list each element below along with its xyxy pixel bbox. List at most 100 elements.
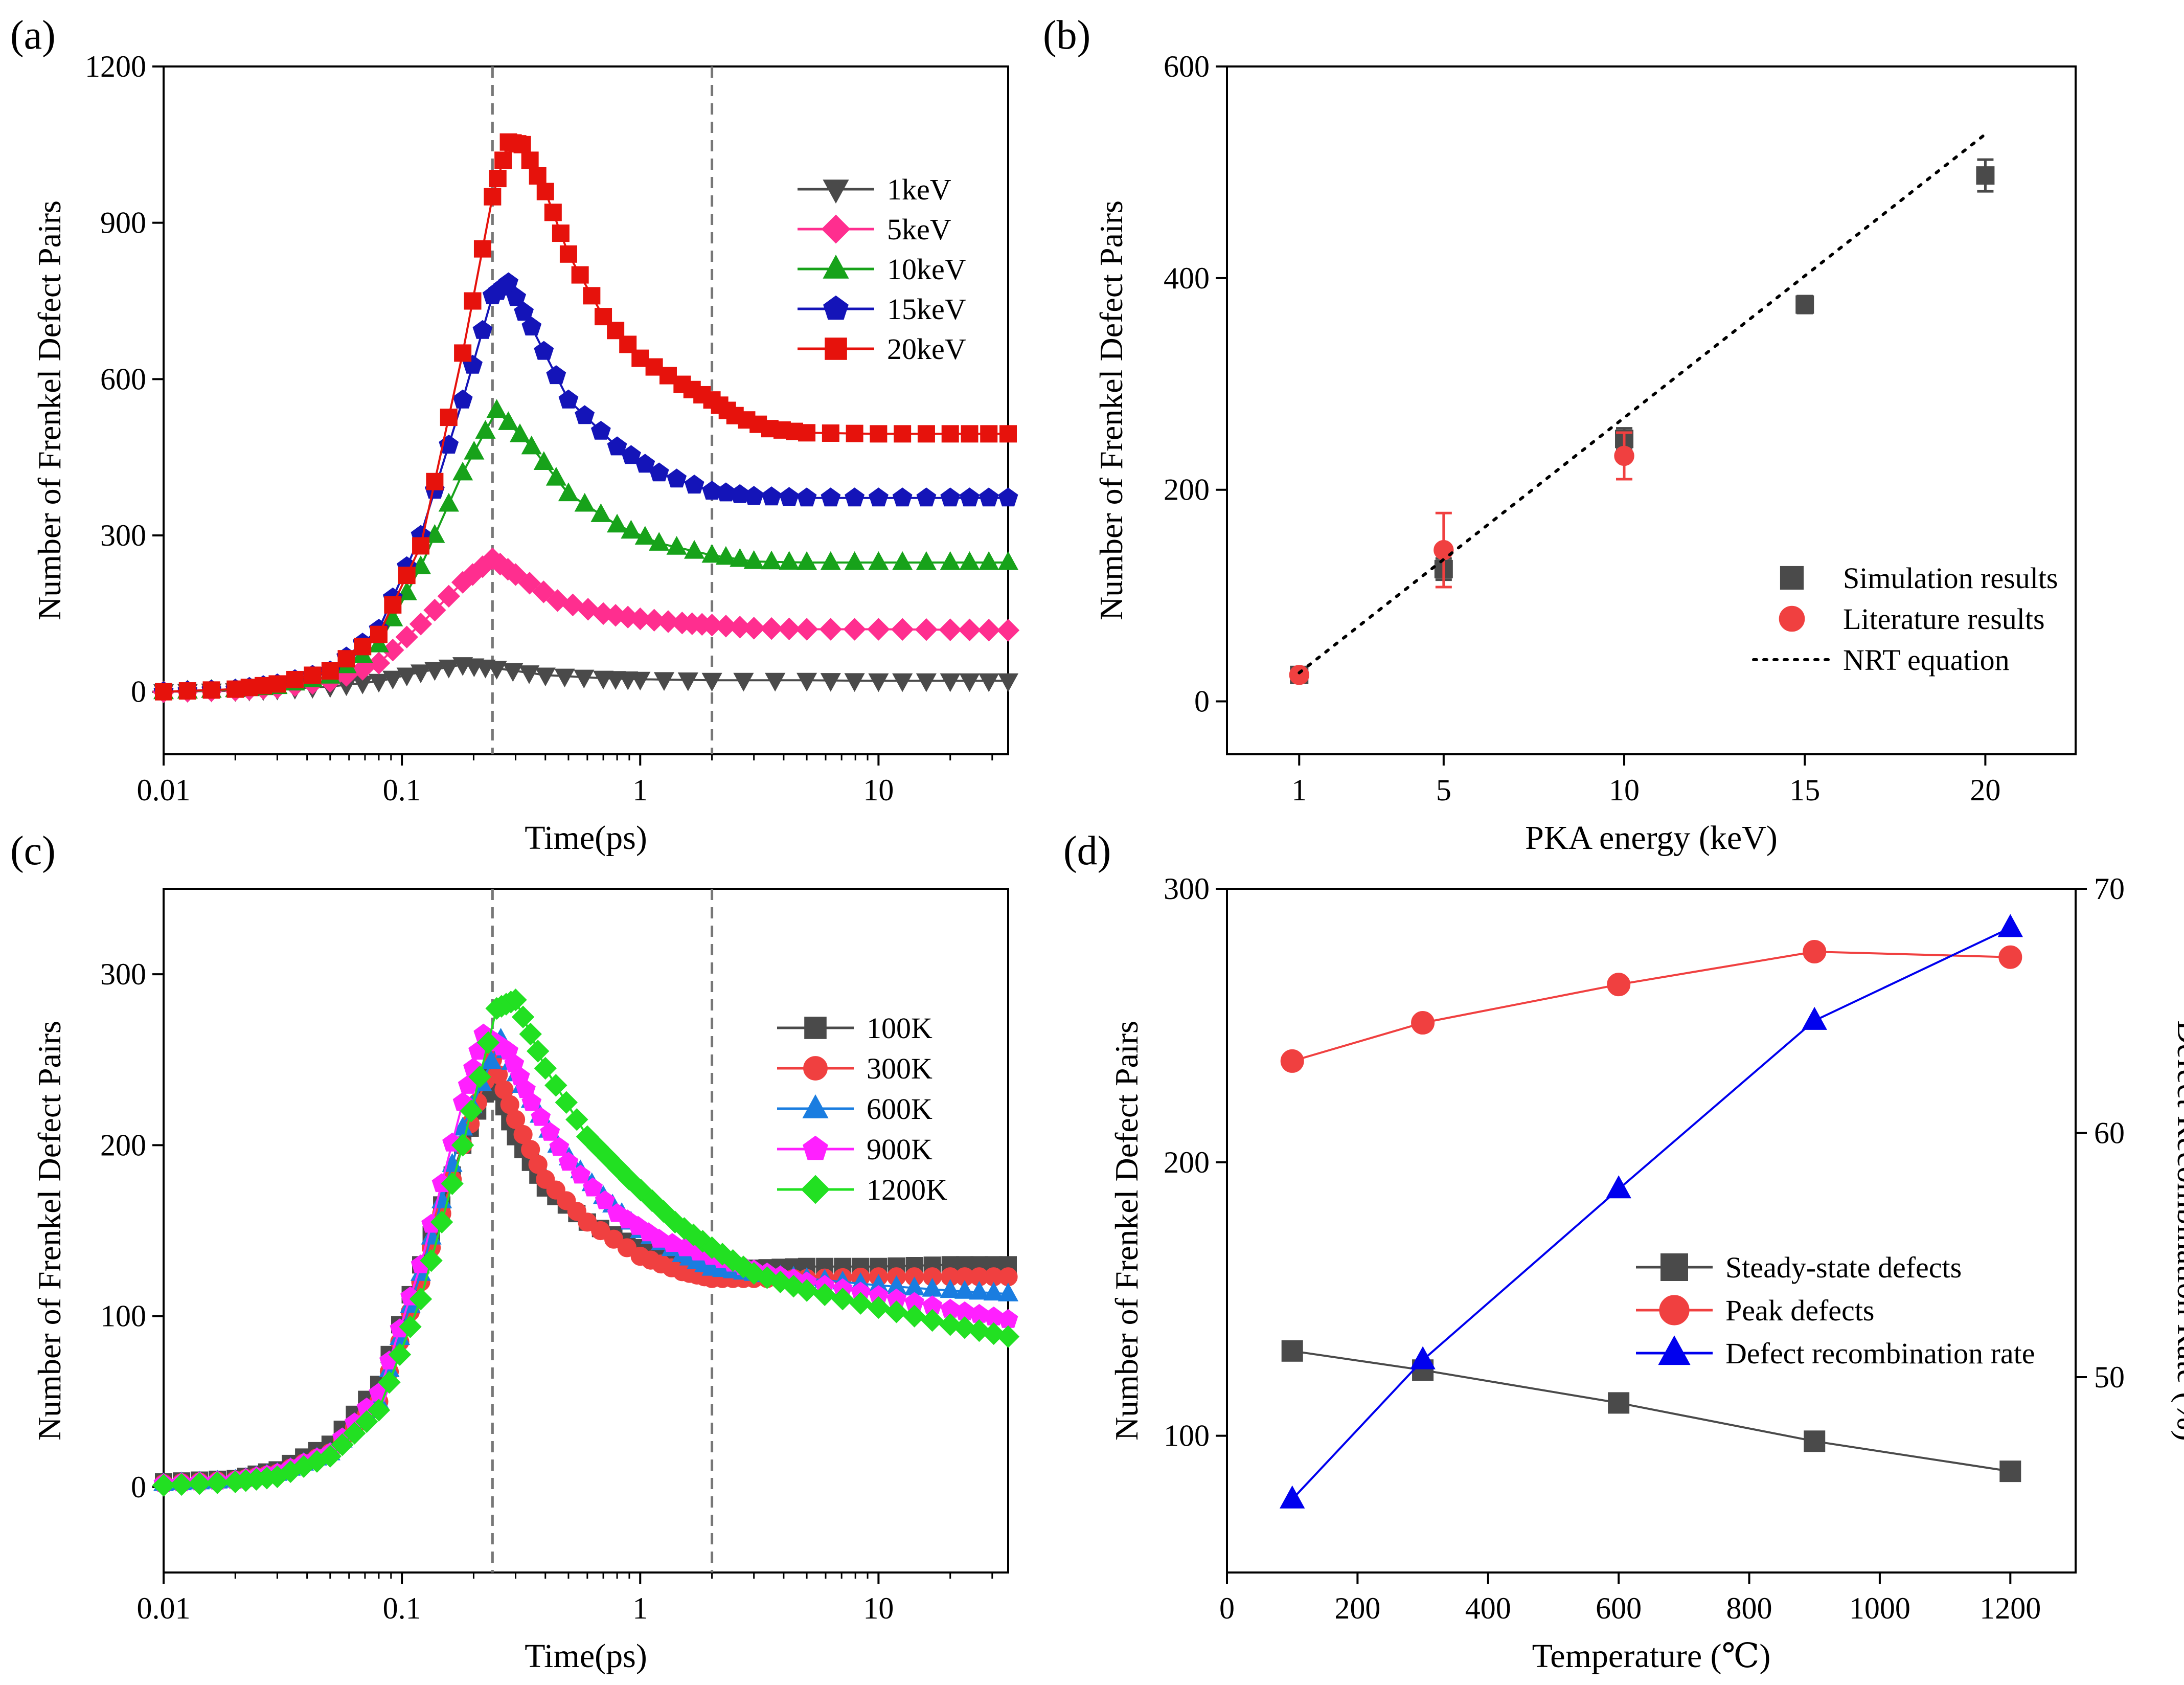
data-point — [743, 550, 764, 569]
panel-a-chart: 0.01 0.1 1 10 0 300 600 900 1200 Time(ps) Number o… — [31, 50, 1020, 857]
data-point — [649, 462, 669, 482]
data-point — [526, 1040, 550, 1063]
y2-tick-label: 70 — [2094, 872, 2125, 906]
data-point — [178, 682, 196, 700]
data-point — [607, 513, 628, 533]
legend-entry: Defect recombination rate — [1636, 1335, 2035, 1370]
data-point — [940, 487, 961, 507]
data-point — [396, 667, 417, 687]
y-axis-label: Number of Frenkel Defect Pairs — [1108, 1021, 1145, 1441]
data-point — [779, 551, 800, 570]
data-point — [797, 487, 817, 507]
legend-label: Simulation results — [1843, 561, 2058, 595]
data-point — [506, 287, 527, 306]
data-point — [684, 475, 704, 494]
y2-tick-label: 60 — [2094, 1116, 2125, 1150]
data-point — [958, 618, 981, 642]
data-point — [845, 487, 865, 507]
data-point — [170, 1473, 193, 1496]
data-point — [843, 618, 866, 641]
data-point — [521, 1092, 542, 1111]
data-point — [578, 1212, 597, 1232]
x-tick-label: 0 — [1219, 1591, 1235, 1625]
panel-label-d: (d) — [1063, 828, 1111, 873]
data-point — [452, 389, 473, 409]
data-point — [437, 585, 461, 608]
legend-entry: 5keV — [798, 213, 951, 246]
data-point — [1802, 1006, 1827, 1030]
data-point — [604, 1229, 624, 1249]
data-point — [715, 546, 736, 565]
y-axis-label: Number of Frenkel Defect Pairs — [31, 200, 67, 620]
legend-label: Steady-state defects — [1725, 1251, 1962, 1284]
y-tick-label: 600 — [1164, 50, 1210, 83]
x-tick-label: 1 — [632, 1591, 648, 1625]
data-point — [621, 520, 642, 539]
data-point — [558, 389, 579, 409]
data-point — [451, 1134, 474, 1157]
series-peak-defects — [1280, 940, 2022, 1073]
data-point — [939, 618, 962, 641]
data-point — [1795, 295, 1814, 314]
data-point — [304, 666, 322, 684]
data-point — [954, 1280, 975, 1299]
series-10kev — [153, 399, 1019, 700]
data-point — [656, 610, 680, 633]
legend-swatch-marker — [802, 1094, 829, 1118]
legend-label: 300K — [867, 1052, 932, 1085]
data-point — [940, 673, 961, 692]
data-point — [921, 1309, 944, 1332]
data-point — [961, 425, 979, 443]
legend-swatch-marker — [1779, 605, 1805, 632]
y-tick-label: 400 — [1164, 261, 1210, 295]
data-point — [664, 1210, 687, 1234]
data-point — [730, 548, 750, 567]
data-point — [321, 662, 339, 680]
legend-label: 20keV — [887, 332, 966, 366]
legend-entry: 300K — [777, 1052, 932, 1085]
data-point — [518, 572, 541, 595]
data-point — [1976, 166, 1995, 185]
x-tick-label: 10 — [863, 773, 894, 807]
data-point — [997, 1283, 1019, 1301]
data-point — [498, 272, 518, 291]
legend-swatch-marker — [823, 179, 849, 204]
data-point — [464, 440, 485, 460]
y-tick-label: 300 — [100, 957, 146, 991]
data-point — [867, 618, 890, 641]
data-point — [892, 551, 913, 570]
legend-swatch-marker — [801, 1175, 830, 1204]
data-point — [1289, 665, 1309, 685]
y2-tick-label: 50 — [2094, 1360, 2125, 1394]
data-point — [532, 580, 555, 603]
data-point — [941, 425, 959, 443]
legend-swatch-marker — [804, 1017, 827, 1039]
data-point — [484, 188, 502, 206]
legend: Steady-state defects Peak defects Defect r… — [1636, 1251, 2035, 1370]
legend-entry: Literature results — [1779, 602, 2045, 636]
data-point — [504, 988, 527, 1012]
data-point — [206, 1471, 229, 1494]
panel-label-c: (c) — [10, 828, 56, 873]
data-point — [977, 618, 1000, 642]
data-point — [667, 468, 687, 488]
data-point — [677, 672, 698, 691]
data-point — [870, 425, 888, 443]
data-point — [481, 1050, 502, 1069]
legend-label: Defect recombination rate — [1725, 1337, 2035, 1370]
data-point — [424, 662, 445, 681]
data-point — [476, 1031, 500, 1054]
data-point — [820, 673, 841, 692]
data-point — [634, 526, 655, 545]
data-point — [797, 551, 817, 570]
data-point — [998, 487, 1018, 507]
data-point — [960, 487, 980, 507]
data-point — [1607, 973, 1631, 997]
data-point — [575, 405, 595, 424]
data-point — [511, 1005, 535, 1028]
data-point — [953, 1316, 976, 1339]
data-point — [382, 670, 403, 690]
data-point — [388, 1343, 412, 1366]
y-tick-label: 200 — [1164, 1145, 1210, 1179]
